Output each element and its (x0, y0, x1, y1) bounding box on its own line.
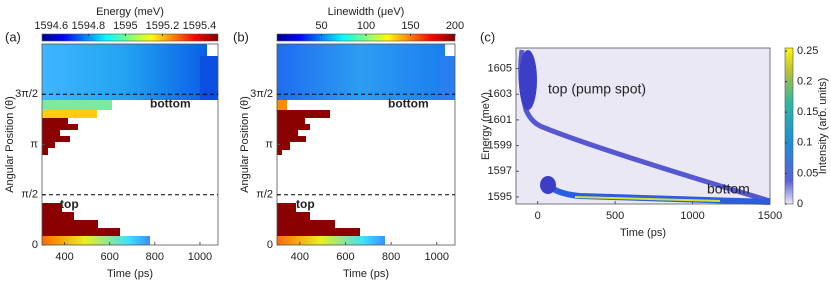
colorbar-tick-label: 1595 (113, 20, 137, 32)
annotation: bottom (388, 96, 429, 110)
x-tick-label: 1000 (425, 251, 449, 263)
colorbar-tick-label: 0.15 (797, 106, 818, 118)
colorbar-tick-label: 0.25 (797, 45, 818, 57)
heatmap-region (277, 236, 385, 245)
heatmap-region (42, 100, 112, 110)
heatmap-region (42, 110, 97, 118)
x-axis-label: Time (ps) (343, 268, 389, 280)
colorbar-tick-label: 1595.4 (183, 20, 217, 32)
heatmap-region (42, 236, 150, 245)
heatmap-region (42, 118, 78, 155)
x-tick-label: 1000 (188, 251, 212, 263)
y-axis-label: Angular Position (θ) (239, 96, 251, 193)
trace (574, 196, 721, 202)
x-tick-label: 600 (101, 251, 119, 263)
colorbar-tick-label: 150 (401, 20, 419, 32)
colorbar-tick-label: 100 (357, 20, 375, 32)
colorbar-tick-label: 0.05 (797, 167, 818, 179)
y-tick-label: 1599 (488, 139, 512, 151)
heatmap-background (516, 48, 770, 204)
y-tick-label: 1595 (488, 191, 512, 203)
trace (519, 50, 537, 110)
x-tick-label: 800 (146, 251, 164, 263)
annotation: bottom (150, 96, 191, 110)
x-tick-label: 400 (291, 251, 309, 263)
y-tick-label: π (30, 138, 38, 150)
y-axis-label: Energy (meV) (480, 92, 492, 160)
annotation: bottom (707, 181, 750, 197)
annotation: top (296, 197, 315, 211)
heatmap-region (42, 203, 120, 236)
x-axis-label: Time (ps) (107, 268, 153, 280)
y-tick-label: π/2 (256, 189, 273, 201)
colorbar-tick-label: 200 (446, 20, 464, 32)
heatmap-decor (42, 44, 771, 245)
plot-frame (515, 47, 771, 205)
y-tick-label: 0 (32, 239, 38, 251)
y-tick-label: 3π/2 (15, 88, 38, 100)
heatmap-region (200, 56, 218, 100)
y-tick-label: 1597 (488, 165, 512, 177)
colorbar-tick-label: 1595.2 (146, 20, 180, 32)
colorbar-label: Energy (meV) (96, 6, 164, 18)
y-axis-label: Angular Position (θ) (4, 96, 16, 193)
panel-label: (c) (480, 29, 495, 44)
y-tick-label: π/2 (21, 189, 38, 201)
colorbar-tick-label: 0.1 (797, 137, 812, 149)
colorbar-tick-label: 0.2 (797, 76, 812, 88)
x-tick-label: 600 (336, 251, 354, 263)
colorbar (784, 47, 794, 205)
colorbar-tick-label: 1594.8 (71, 20, 105, 32)
y-tick-label: 1601 (488, 114, 512, 126)
heatmap-region (277, 110, 330, 155)
panel-label: (b) (233, 29, 249, 44)
y-tick-label: 3π/2 (250, 88, 273, 100)
colorbar-tick-label: 0 (797, 198, 803, 210)
colorbar-tick-label: 1594.6 (34, 20, 68, 32)
heatmap-region (277, 100, 287, 110)
x-tick-label: 800 (382, 251, 400, 263)
colorbar-label: Intensity (arb. units) (817, 78, 829, 175)
colorbar-label: Linewidth (μeV) (328, 6, 405, 18)
y-tick-label: 1603 (488, 88, 512, 100)
colorbar-tick-label: 50 (315, 20, 327, 32)
heatmap-region (277, 203, 360, 236)
x-axis-label: Time (ps) (620, 227, 666, 239)
x-tick-label: 500 (606, 210, 624, 222)
y-tick-label: 0 (267, 239, 273, 251)
x-tick-label: 1500 (758, 210, 782, 222)
y-tick-label: 1605 (488, 62, 512, 74)
x-tick-label: 400 (55, 251, 73, 263)
heatmap-region (42, 44, 207, 100)
annotation: top (pump spot) (548, 81, 646, 97)
annotation: top (60, 197, 79, 211)
y-tick-label: π (265, 138, 273, 150)
heatmap-region (277, 44, 445, 100)
trace (540, 176, 556, 194)
x-tick-label: 0 (535, 210, 541, 222)
heatmap-region (440, 56, 455, 100)
colorbar (41, 33, 219, 42)
x-tick-label: 1000 (680, 210, 704, 222)
panel-label: (a) (5, 29, 21, 44)
